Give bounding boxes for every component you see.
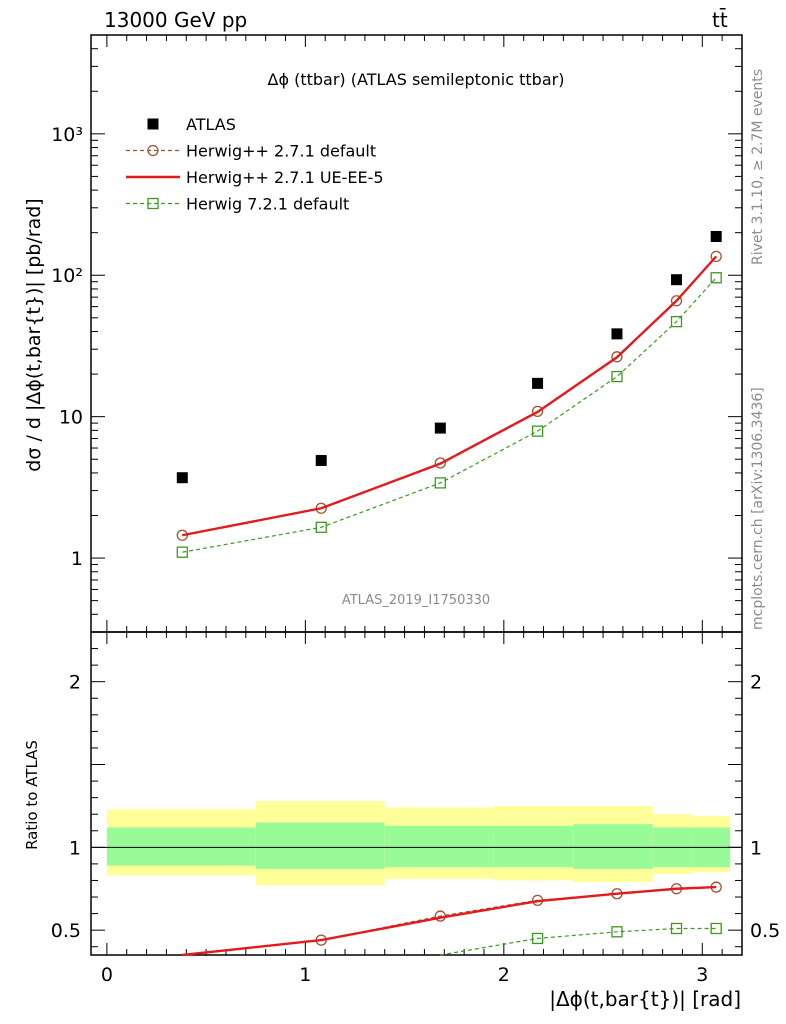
ratio-y-tick-label-right: 0.5 [750,920,780,942]
legend-label-herwig-7-2-1-default: Herwig 7.2.1 default [186,195,349,214]
x-tick-labels: 0 1 2 3 [101,964,709,986]
legend-marker-herwig-2-7-1-default [147,144,159,157]
ratio-y-tick-label-right: 2 [750,672,762,694]
legend-label-atlas: ATLAS [186,115,236,134]
herwig-2-7-1-default-point [611,351,623,363]
y-tick-label: 10² [51,265,83,287]
y-tick-label: 10³ [51,124,83,146]
herwig-7-2-1-default-ratio-line [440,927,717,956]
x-tick-label: 2 [498,964,510,986]
herwig-2-7-1-default-point [531,405,544,418]
atlas-point [315,454,327,466]
ratio-series [182,881,722,957]
herwig-2-7-1-default-ratio-line [182,886,717,956]
y-tick-label: 10 [59,407,83,429]
ratio-band-inner [255,822,385,869]
atlas-point [434,422,446,434]
energy-label: 13000 GeV pp [104,8,247,32]
ratio-axis-label: Ratio to ATLAS [23,740,41,850]
analysis-watermark: ATLAS_2019_I1750330 [342,593,490,608]
main-panel: 1 10 10² 10³ Δϕ (ttbar) (ATLAS semileptonic… [23,34,743,633]
ratio-y-tick-label: 2 [69,672,81,694]
herwig-2-7-1-default-point [434,457,446,469]
herwig-7-2-1-default-ratio-point [611,926,623,938]
ratio-panel: 0.5 0.5 1 1 2 2 Ratio to ATLAS 0 1 2 3 |Δϕ(t,bar… [23,631,780,1011]
ratio-ticks: 0.5 0.5 1 1 2 2 [51,631,780,955]
legend-marker-atlas [147,118,159,130]
x-tick-label: 3 [696,964,708,986]
ratio-band-inner [106,827,256,866]
herwig-7-2-1-default-ratio-point [710,922,722,935]
atlas-point [176,472,188,484]
herwig-7-2-1-default-ratio-point [670,922,683,935]
x-axis-label: |Δϕ(t,bar{t})| [rad] [549,987,741,1011]
herwig-2-7-1-default-point [670,295,683,307]
legend-label-herwig-2-7-1-default: Herwig++ 2.7.1 default [186,142,376,161]
herwig-2-7-1-ue-ee-5-line [182,255,718,537]
main-ticks: 1 10 10² 10³ [51,34,743,633]
herwig-7-2-1-default-line [182,277,717,553]
ratio-frame [90,631,743,956]
herwig-7-2-1-default-point [670,315,683,328]
process-label: tt̄ [712,7,728,32]
herwig-7-2-1-default-ratio-point [531,932,544,945]
y-tick-label: 1 [71,548,83,570]
chart-title: Δϕ (ttbar) (ATLAS semileptonic ttbar) [268,70,565,89]
legend-label-herwig-2-7-1-ue-ee-5: Herwig++ 2.7.1 UE-EE-5 [186,168,384,187]
ratio-y-tick-label: 0.5 [51,920,81,942]
ratio-y-tick-label: 1 [69,837,81,859]
rivet-label: Rivet 3.1.10, ≥ 2.7M events [750,69,766,265]
ratio-band-inner [573,824,653,869]
ratio-band-inner [493,825,574,868]
herwig-2-7-1-default-line [182,255,717,536]
atlas-point [710,230,722,242]
x-tick-label: 0 [101,964,113,986]
atlas-point [671,274,683,286]
herwig-7-2-1-default-point [176,546,188,558]
ratio-band-inner [384,825,494,868]
atlas-point [611,328,623,340]
herwig-7-2-1-default-point [315,521,327,533]
legend: ATLAS Herwig++ 2.7.1 default Herwig++ 2.7.… [126,115,384,214]
mcplots-label: mcplots.cern.ch [arXiv:1306.3436] [750,387,766,630]
y-axis-label: dσ / d |Δϕ(t,bar{t})| [pb/rad] [23,198,45,471]
herwig-7-2-1-default-point [434,477,446,489]
ratio-bands [91,800,742,886]
ratio-y-tick-label-right: 1 [750,837,762,859]
atlas-point [532,377,544,389]
herwig-7-2-1-default-point [611,370,623,383]
herwig-2-7-1-ue-ee-5-ratio-line [182,885,717,957]
herwig-7-2-1-default-point [710,272,722,284]
legend-marker-herwig-7-2-1-default [147,197,159,210]
x-tick-label: 1 [299,964,311,986]
main-series [176,230,722,558]
herwig-7-2-1-default-point [531,425,544,437]
herwig-2-7-1-default-point [710,250,722,263]
